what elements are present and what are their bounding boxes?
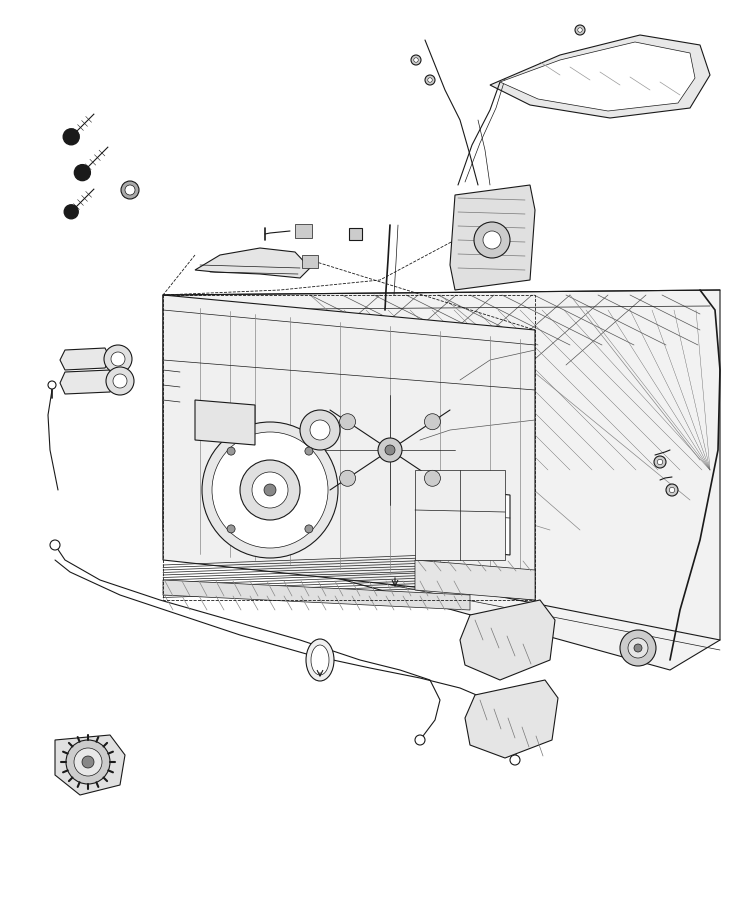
Circle shape [415,735,425,745]
Circle shape [113,374,127,388]
Circle shape [202,422,338,558]
Circle shape [310,420,330,440]
Circle shape [474,222,510,258]
Polygon shape [465,680,558,758]
Ellipse shape [311,645,329,675]
Circle shape [339,414,356,429]
Circle shape [240,460,300,520]
Polygon shape [450,185,535,290]
Circle shape [74,748,102,776]
Polygon shape [349,228,362,240]
Polygon shape [163,295,535,600]
Circle shape [628,638,648,658]
Polygon shape [195,248,310,278]
Circle shape [483,231,501,249]
Circle shape [634,644,642,652]
Circle shape [575,25,585,35]
Circle shape [227,525,235,533]
Circle shape [425,414,440,429]
Circle shape [510,755,520,765]
Polygon shape [55,735,125,795]
Circle shape [666,484,678,496]
Circle shape [411,55,421,65]
Circle shape [64,205,79,219]
Circle shape [50,540,60,550]
Circle shape [300,410,340,450]
Polygon shape [460,490,510,555]
Bar [415,470,505,560]
Circle shape [121,181,139,199]
Circle shape [212,432,328,548]
Circle shape [339,471,356,486]
Polygon shape [295,224,312,238]
Circle shape [227,447,235,455]
Circle shape [48,381,56,389]
Circle shape [578,28,582,32]
Polygon shape [302,255,318,268]
Circle shape [63,129,79,145]
Polygon shape [163,580,470,610]
Polygon shape [460,600,555,680]
Circle shape [669,487,675,492]
Polygon shape [60,370,115,394]
Circle shape [657,459,662,464]
Circle shape [111,352,125,366]
Circle shape [425,75,435,85]
Circle shape [106,367,134,395]
Polygon shape [490,35,710,118]
Circle shape [125,185,135,195]
Polygon shape [60,348,110,370]
Circle shape [305,525,313,533]
Circle shape [264,484,276,496]
Circle shape [413,58,418,62]
Polygon shape [415,560,535,600]
Circle shape [74,165,90,181]
Ellipse shape [306,639,334,681]
Polygon shape [163,290,720,670]
Circle shape [378,438,402,462]
Circle shape [82,756,94,768]
Circle shape [252,472,288,508]
Circle shape [654,456,666,468]
Circle shape [385,445,395,455]
Circle shape [425,471,440,486]
Polygon shape [500,42,695,111]
Circle shape [620,630,656,666]
Circle shape [104,345,132,373]
Circle shape [66,740,110,784]
Circle shape [428,77,432,82]
Polygon shape [195,400,255,445]
Bar [163,295,535,600]
Circle shape [305,447,313,455]
